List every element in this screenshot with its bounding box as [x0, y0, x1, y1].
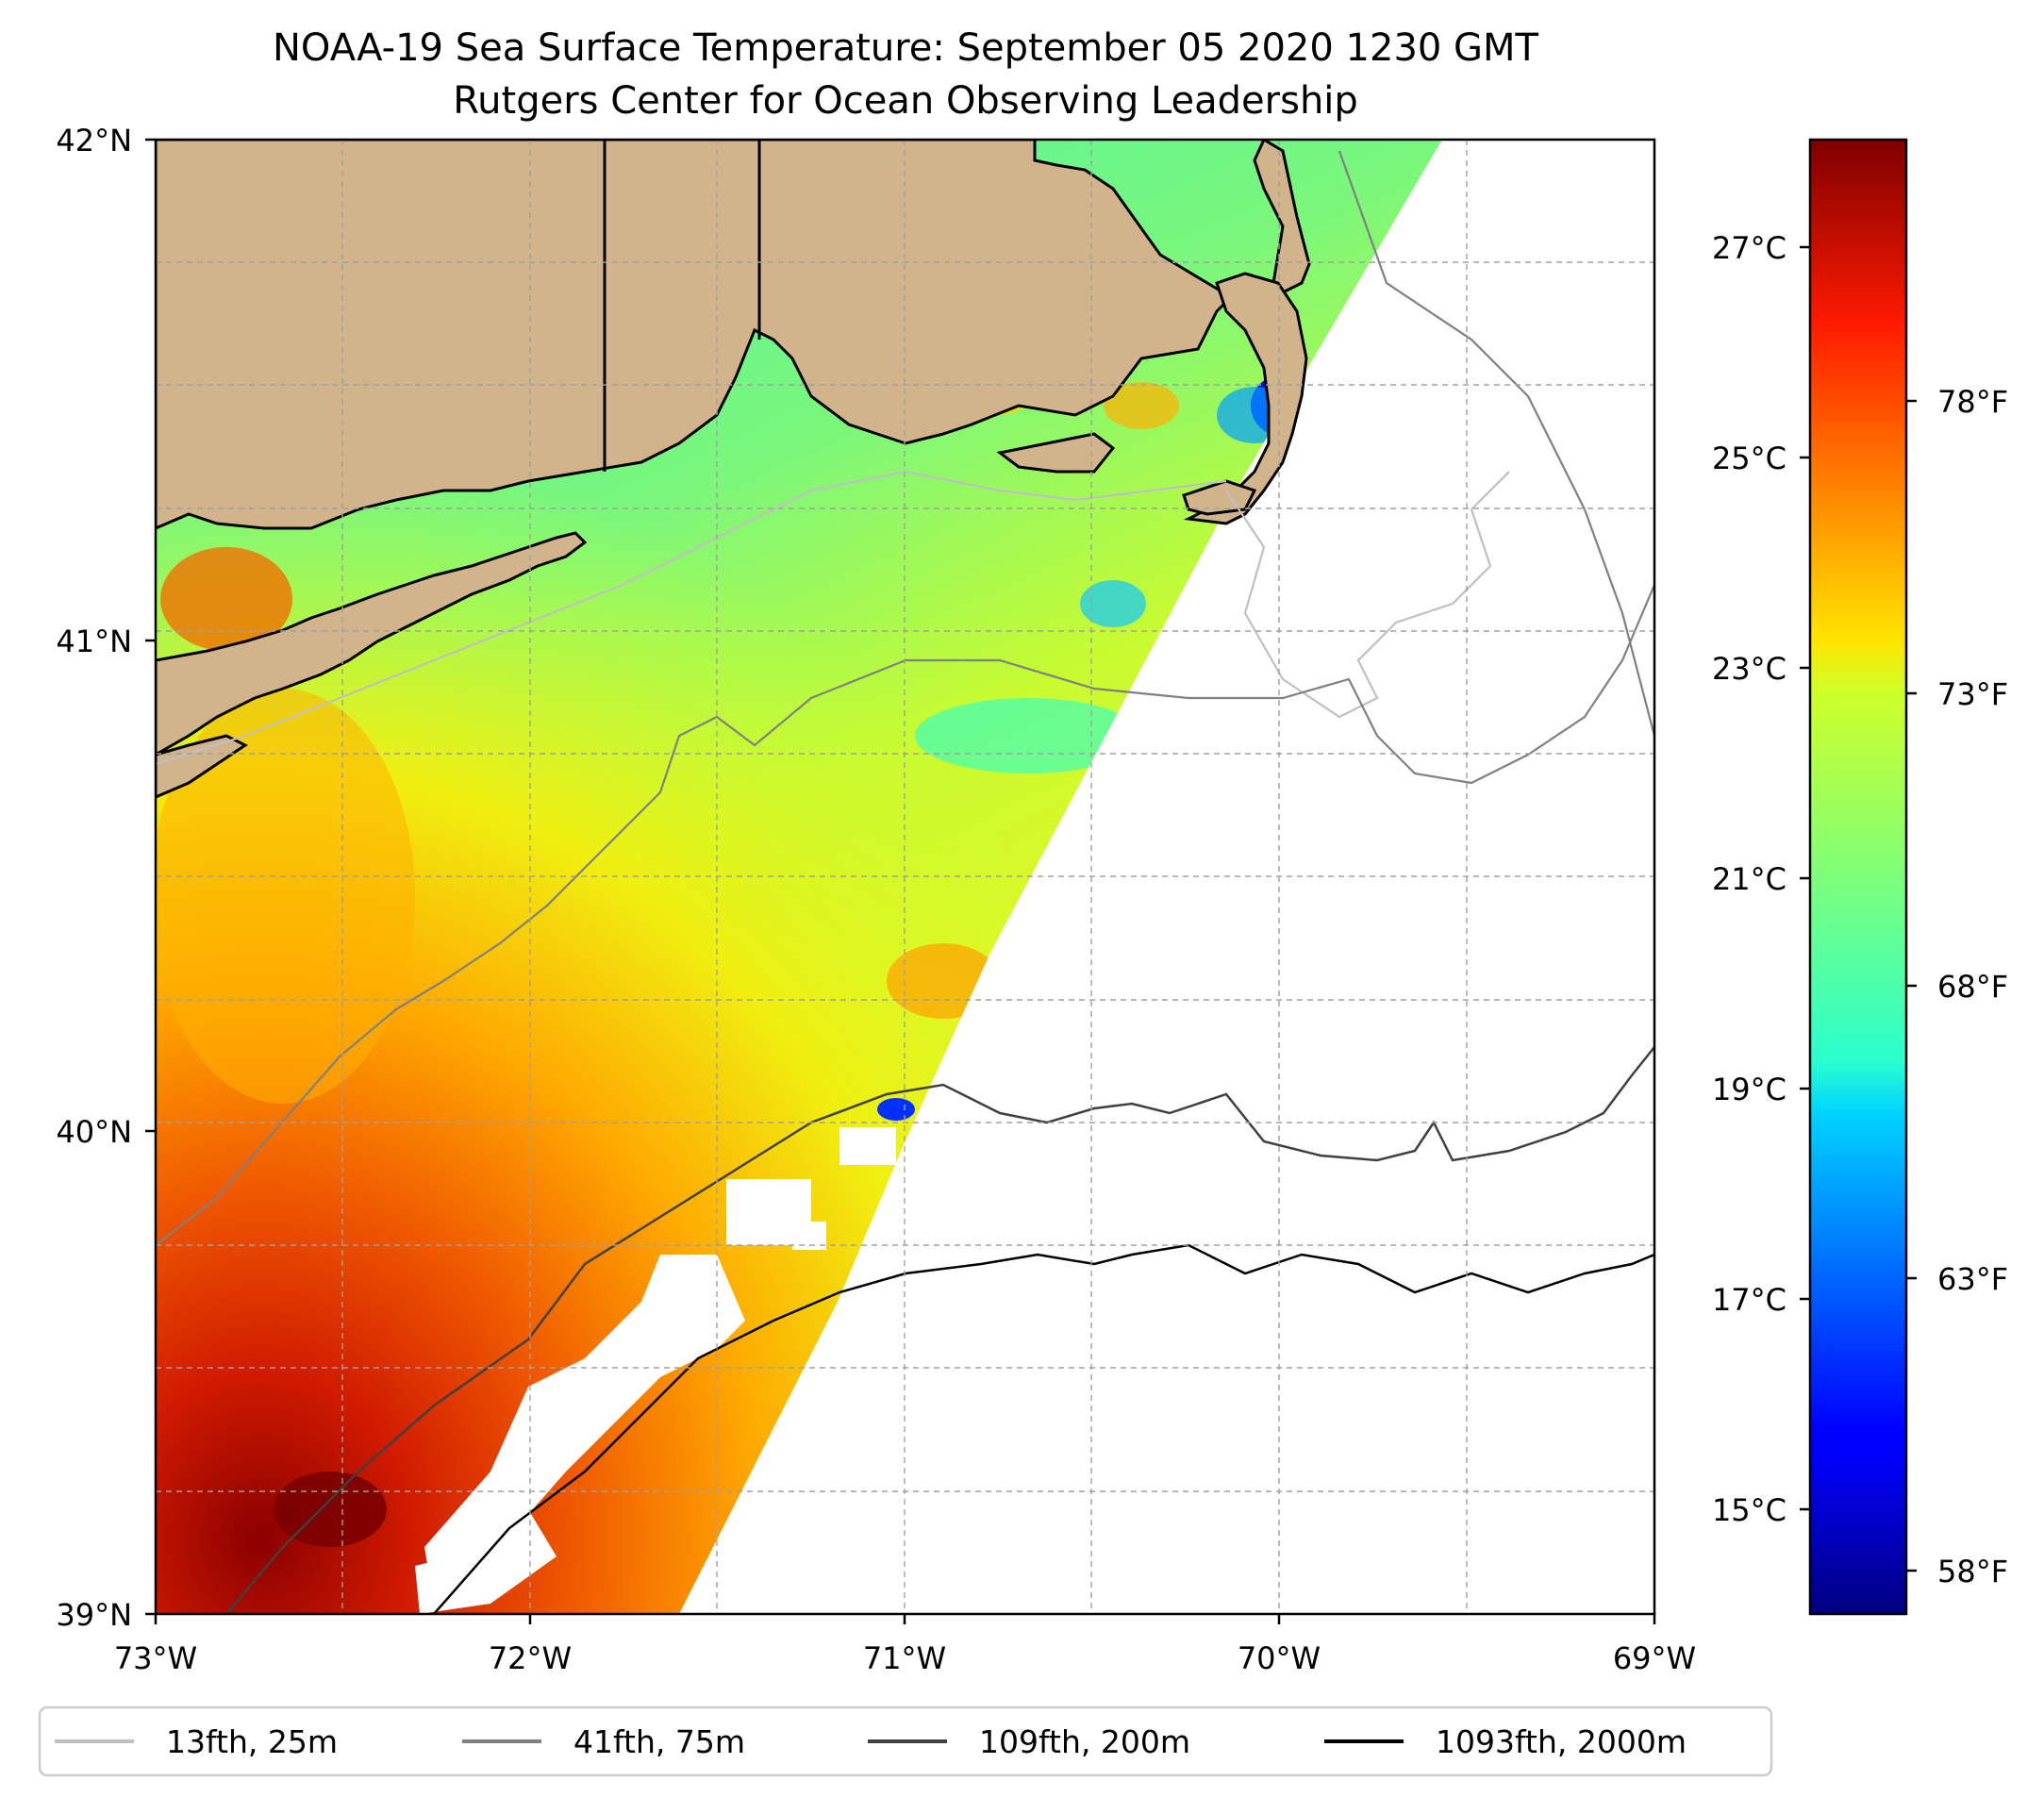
x-tick-label: 73°W: [114, 1640, 197, 1676]
colorbar-celsius-ticks: [1800, 245, 1810, 1511]
colorbar-celsius-label: 23°C: [1712, 651, 1786, 687]
x-tick-label: 71°W: [863, 1640, 946, 1676]
colorbar-fahrenheit-label: 78°F: [1937, 384, 2008, 420]
colorbar-fahrenheit-label: 68°F: [1937, 969, 2008, 1005]
y-tick-label: 40°N: [56, 1114, 132, 1150]
colorbar-fahrenheit-label: 73°F: [1937, 676, 2008, 712]
map-area: [156, 140, 1654, 1614]
state-borders: [603, 140, 761, 472]
x-tick-label: 72°W: [489, 1640, 572, 1676]
legend-label: 13fth, 25m: [166, 1723, 338, 1760]
legend-label: 41fth, 75m: [573, 1723, 745, 1760]
title-line2: Rutgers Center for Ocean Observing Leade…: [453, 79, 1358, 123]
land: [156, 140, 1311, 799]
y-tick-label: 41°N: [56, 624, 132, 659]
y-tick-label: 42°N: [56, 123, 132, 158]
colorbar-celsius-label: 25°C: [1712, 441, 1786, 476]
axis-ticks: [145, 138, 1656, 1624]
colorbar-fahrenheit-label: 58°F: [1937, 1554, 2008, 1589]
legend: 13fth, 25m 41fth, 75m 109fth, 200m 1093f…: [38, 1705, 1773, 1777]
legend-label: 1093fth, 2000m: [1436, 1723, 1687, 1760]
bathymetry-contours: [156, 150, 1654, 1614]
gridlines: [156, 140, 1654, 1614]
x-tick-label: 69°W: [1613, 1640, 1696, 1676]
y-tick-label: 39°N: [56, 1597, 132, 1633]
x-tick-label: 70°W: [1238, 1640, 1321, 1676]
colorbar-celsius-label: 17°C: [1712, 1282, 1786, 1318]
colorbar-celsius-label: 21°C: [1712, 861, 1786, 897]
colorbar: [1808, 138, 1908, 1616]
title-line1: NOAA-19 Sea Surface Temperature: Septemb…: [273, 26, 1539, 70]
colorbar-celsius-label: 15°C: [1712, 1492, 1786, 1528]
colorbar-fahrenheit-label: 63°F: [1937, 1261, 2008, 1297]
colorbar-celsius-label: 19°C: [1712, 1072, 1786, 1107]
colorbar-celsius-label: 27°C: [1712, 230, 1786, 266]
colorbar-fahrenheit-ticks: [1906, 399, 1917, 1572]
legend-label: 109fth, 200m: [979, 1723, 1190, 1760]
